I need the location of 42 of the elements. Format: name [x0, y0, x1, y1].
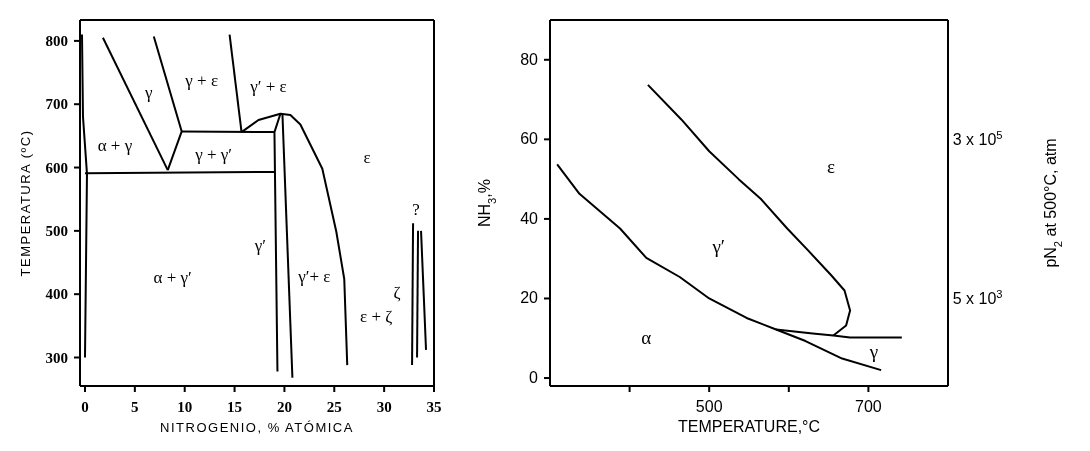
annotation: γ + ε	[184, 71, 219, 91]
y-tick-label: 700	[45, 96, 68, 113]
y-tick-label: 80	[520, 50, 539, 68]
x-tick-label: 700	[855, 398, 882, 415]
y-tick-label: 20	[520, 289, 539, 307]
y-tick-label: 60	[520, 130, 539, 148]
annotation: γ + γ′	[194, 145, 233, 165]
y-tick-label: 400	[45, 286, 68, 303]
y-tick-label: 600	[45, 159, 68, 176]
x-tick-label: 15	[227, 399, 243, 415]
x-tick-label: 20	[276, 399, 292, 415]
annotation: γ	[868, 341, 879, 363]
x-tick-label: 5	[131, 399, 139, 415]
annotation: ?	[412, 199, 420, 219]
annotation: γ	[144, 82, 154, 102]
x-tick-label: 30	[376, 399, 392, 415]
annotation: α	[641, 327, 652, 349]
annotation: γ′	[253, 236, 267, 256]
x-tick-label: 25	[326, 399, 342, 415]
annotation: ε	[363, 148, 371, 168]
annotation: ζ	[393, 282, 401, 302]
annotation: α + γ	[97, 135, 133, 155]
annotation: γ′+ ε	[297, 266, 331, 286]
y-tick-label: 0	[529, 369, 539, 387]
annotation: γ′	[711, 235, 726, 257]
x-axis-title: TEMPERATURE,°C	[677, 418, 821, 435]
y-tick-label: 300	[45, 349, 68, 366]
text: 5 x 10$^{3}$	[952, 288, 1003, 308]
x-tick-label: 35	[426, 399, 442, 415]
x-tick-label: 0	[81, 399, 89, 415]
x-tick-label: 10	[177, 399, 193, 415]
annotation: γ′ + ε	[249, 77, 287, 97]
x-axis-title: NITROGENIO, % ATÓMICA	[160, 420, 354, 435]
annotation: ε	[827, 156, 835, 178]
y-tick-label: 500	[45, 222, 68, 239]
y-tick-label: 40	[520, 209, 539, 227]
annotation: ε + ζ	[360, 307, 393, 327]
text: 3 x 10$^{5}$	[952, 129, 1003, 149]
annotation: α + γ′	[153, 268, 192, 288]
y-axis-title: TEMPERATURA (ºC)	[18, 129, 33, 277]
x-tick-label: 500	[695, 398, 723, 415]
y-tick-label: 800	[45, 32, 68, 49]
